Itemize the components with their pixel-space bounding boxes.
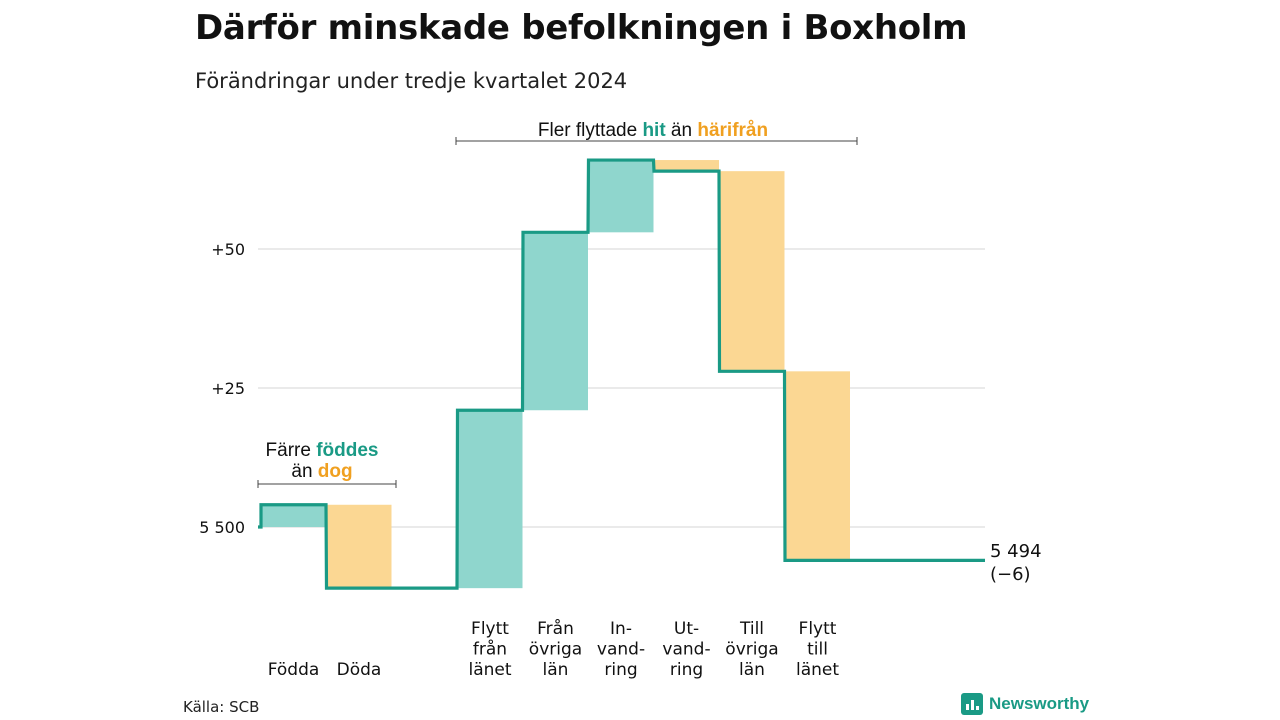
category-label: Från xyxy=(537,618,574,639)
category-label: Flytt xyxy=(799,619,837,639)
running-total-line xyxy=(258,158,985,590)
bar-chart-icon xyxy=(961,693,983,715)
category-label: Ut- xyxy=(674,619,699,639)
annotation-births-line2: än dog xyxy=(291,461,352,482)
category-label: ring xyxy=(604,660,637,680)
waterfall-bar xyxy=(588,160,654,233)
waterfall-bar xyxy=(261,504,326,527)
category-label: vand- xyxy=(662,640,710,660)
newsworthy-logo: Newsworthy xyxy=(961,693,1089,715)
category-label: vand- xyxy=(597,640,645,660)
end-value-label: (−6) xyxy=(990,564,1031,585)
waterfall-bar xyxy=(785,371,850,561)
waterfall-bar xyxy=(523,232,588,411)
category-label: ring xyxy=(670,660,703,680)
annotation-migration: Fler flyttade hit än härifrån xyxy=(538,120,768,141)
y-tick-label: 5 500 xyxy=(199,518,245,537)
category-label: Till xyxy=(739,619,764,639)
chart-title: Därför minskade befolkningen i Boxholm xyxy=(195,8,968,48)
source-note: Källa: SCB xyxy=(183,698,260,716)
y-tick-label: +50 xyxy=(211,240,245,259)
category-label: övriga xyxy=(725,640,778,660)
annotation-births-line1: Färre föddes xyxy=(266,440,379,461)
category-label: övriga xyxy=(529,640,582,660)
chart-subtitle: Förändringar under tredje kvartalet 2024 xyxy=(195,69,628,93)
category-label: In- xyxy=(610,619,632,639)
category-label: länet xyxy=(468,660,511,680)
category-label: Födda xyxy=(268,660,320,680)
category-label: Flytt xyxy=(471,619,509,639)
category-label: till xyxy=(807,640,828,660)
category-label: länet xyxy=(796,660,839,680)
category-label: Döda xyxy=(337,660,382,680)
logo-text: Newsworthy xyxy=(989,694,1090,713)
waterfall-bar xyxy=(654,160,719,172)
waterfall-bar xyxy=(719,171,785,372)
category-label: län xyxy=(543,660,569,680)
waterfall-bar xyxy=(326,504,392,589)
y-tick-label: +25 xyxy=(211,379,245,398)
waterfall-bar xyxy=(457,410,523,589)
category-label: län xyxy=(739,660,765,680)
end-value-label: 5 494 xyxy=(990,541,1042,562)
category-label: från xyxy=(473,639,507,660)
